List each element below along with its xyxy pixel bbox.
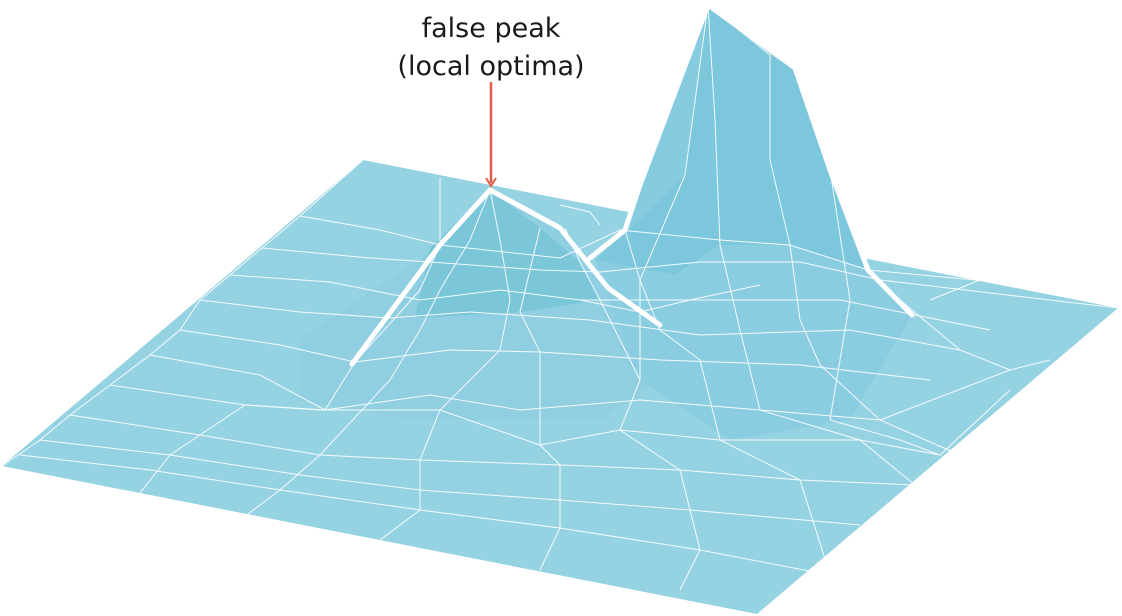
local-optima-label: (local optima) — [397, 51, 584, 82]
landscape-surface — [2, 5, 1118, 614]
surface-grid — [1, 4, 1119, 591]
grid-col — [579, 284, 761, 313]
grid-col — [639, 4, 709, 380]
grid-row — [69, 414, 916, 486]
global-peak-left-face — [595, 5, 708, 260]
grid-row — [229, 274, 991, 331]
grid-col — [1, 159, 364, 467]
grid-row — [149, 354, 1011, 421]
grid-col — [707, 4, 916, 521]
grid-col — [564, 227, 701, 591]
grid-col — [519, 227, 561, 571]
grid-row — [261, 247, 1119, 309]
false-peak-label: false peak — [422, 13, 561, 44]
grid-row — [199, 299, 961, 351]
ridge-path-highlight — [349, 187, 663, 367]
global-peak-front-face — [595, 5, 868, 275]
grid-col — [139, 178, 441, 494]
grid-row — [299, 215, 1031, 286]
grid-col — [379, 189, 511, 541]
grid-col — [707, 4, 961, 456]
grid-col — [239, 189, 491, 521]
grid-row — [179, 329, 931, 381]
grid-col — [559, 204, 601, 226]
false-peak-arrow — [485, 82, 497, 188]
grid-col — [929, 279, 1031, 301]
ridge-path-highlight — [587, 2, 915, 318]
